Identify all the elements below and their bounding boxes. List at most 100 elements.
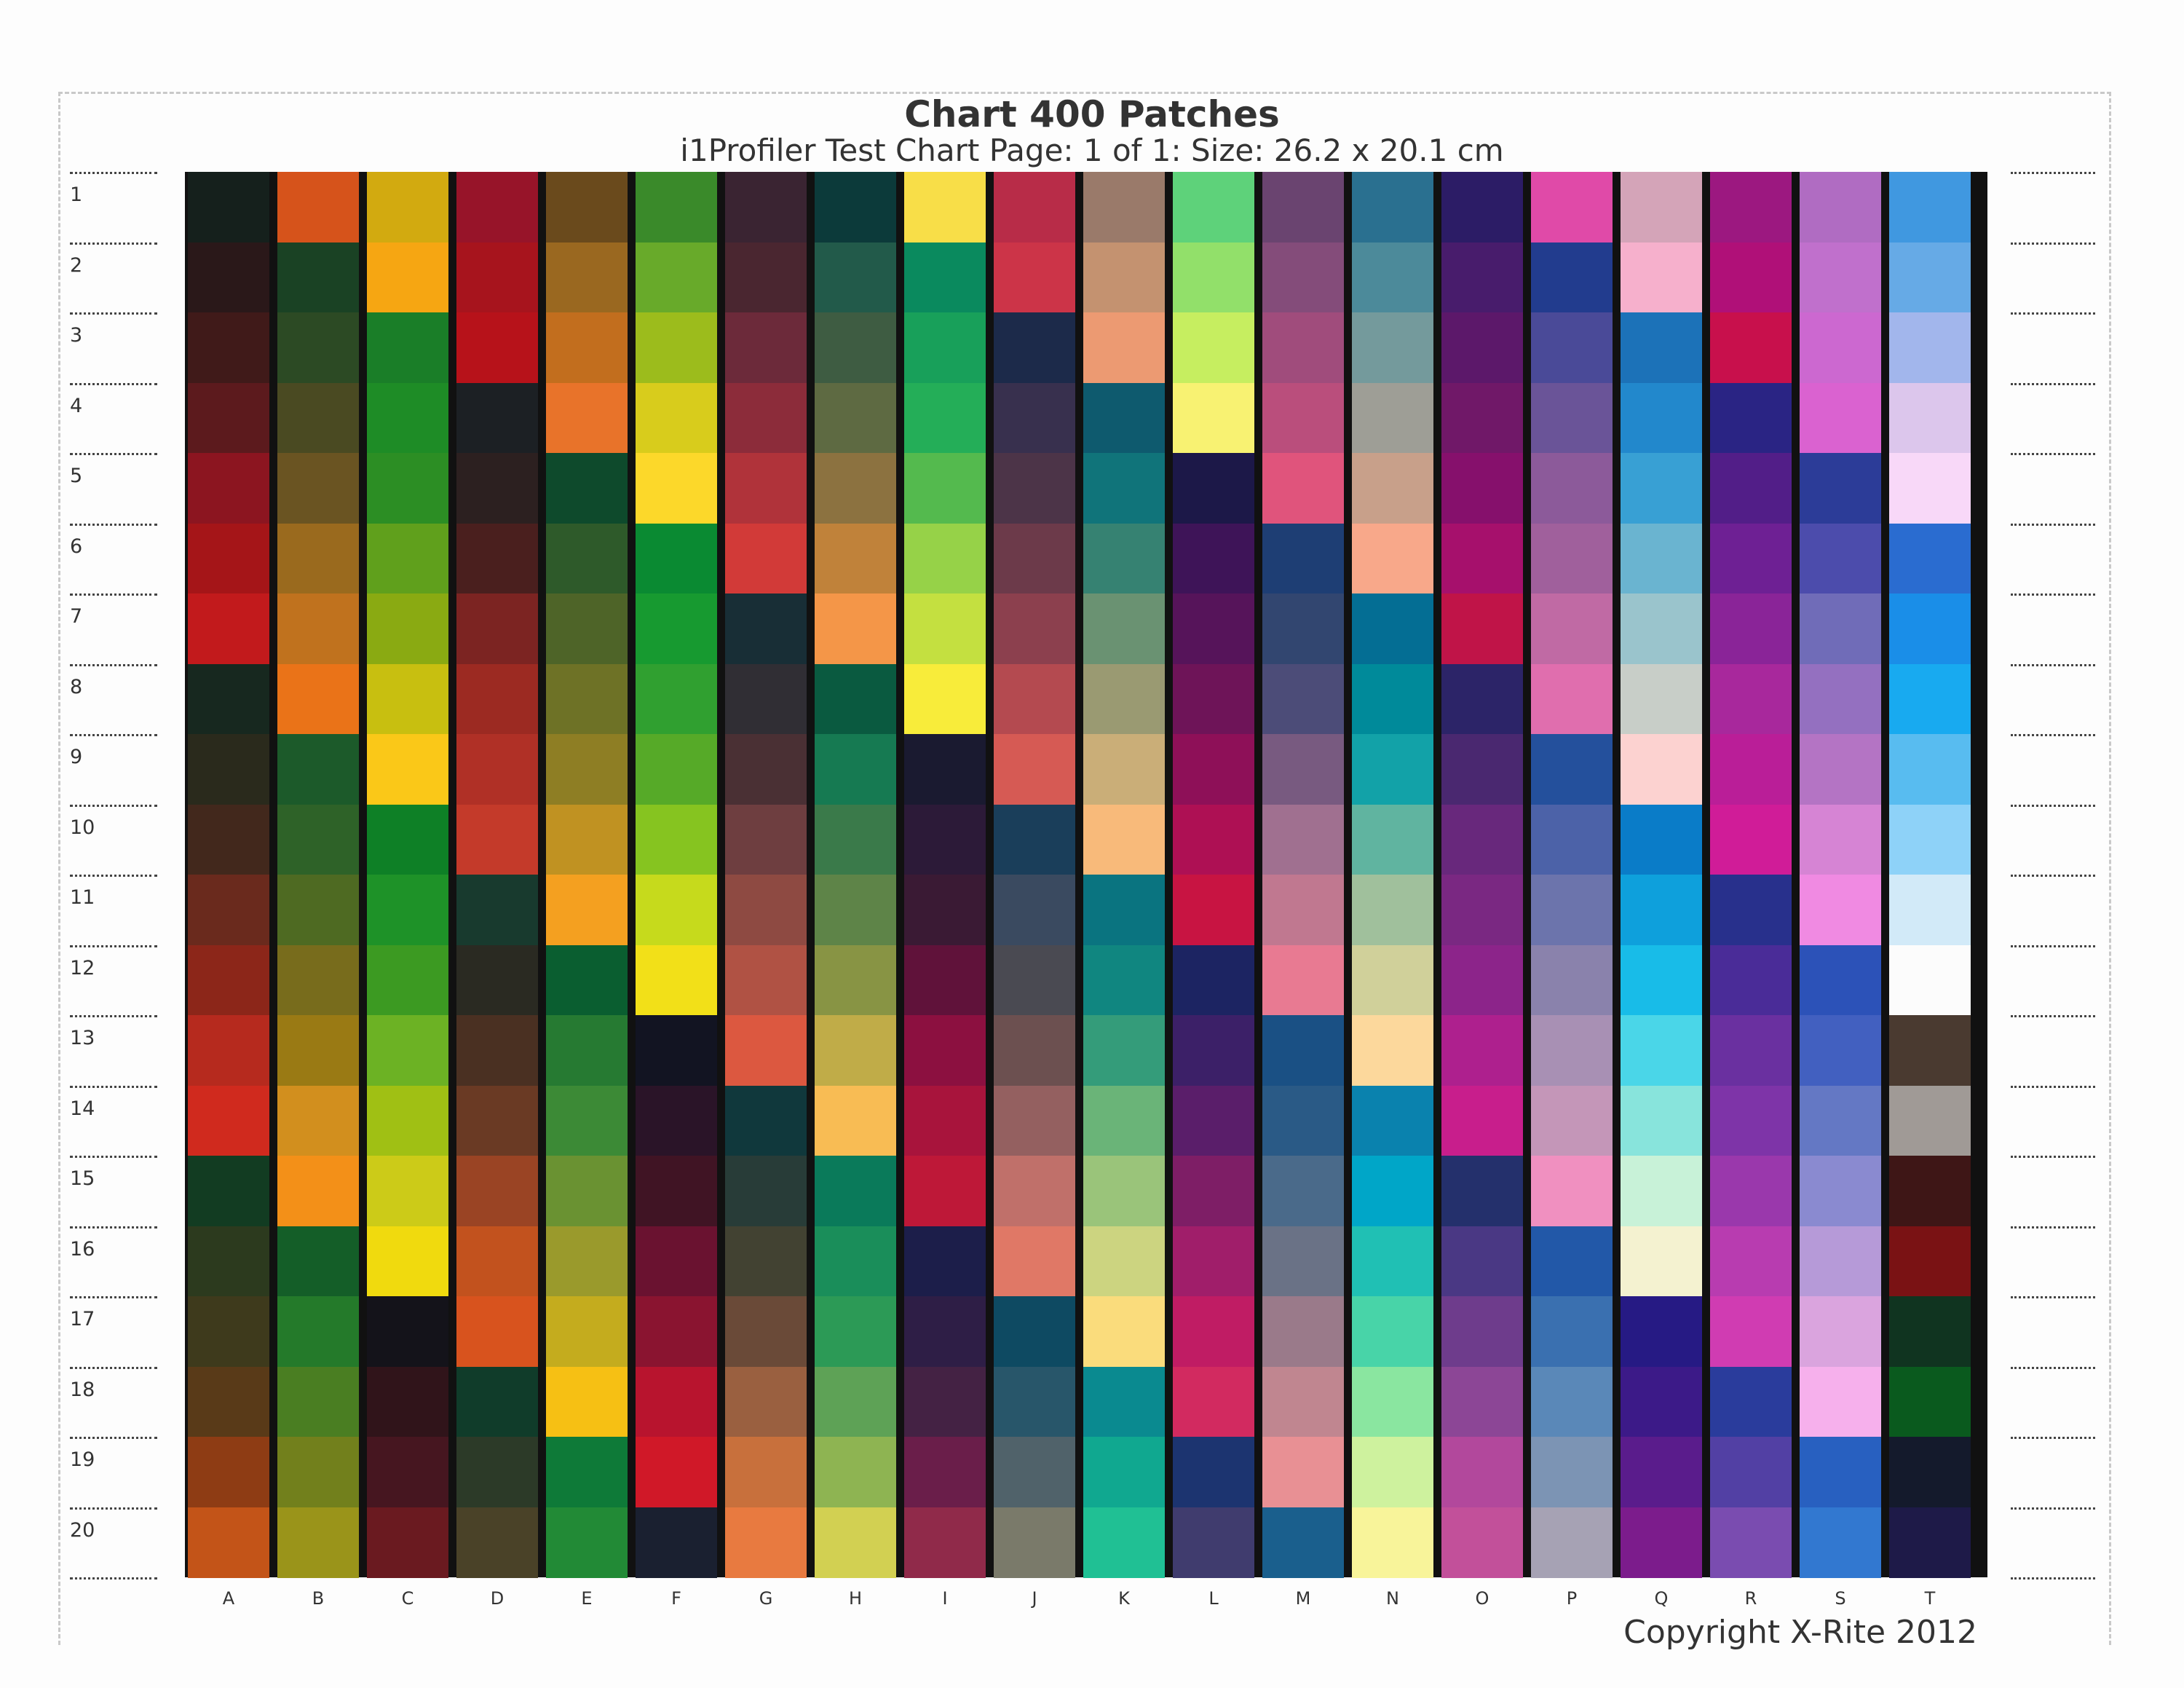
patch-P11	[1531, 875, 1613, 946]
column-label-N: N	[1386, 1588, 1399, 1609]
patch-F18	[636, 1366, 717, 1437]
patch-O2	[1441, 242, 1523, 313]
patch-D13	[456, 1015, 538, 1086]
patch-Q6	[1621, 523, 1702, 594]
patch-T16	[1889, 1226, 1971, 1297]
patch-K8	[1083, 663, 1165, 735]
row-label-9: 9	[70, 746, 83, 768]
patch-Q16	[1621, 1226, 1702, 1297]
patch-column-E	[546, 172, 628, 1578]
patch-F4	[636, 382, 717, 454]
row-label-5: 5	[70, 465, 83, 487]
patch-C3	[367, 312, 448, 384]
patch-T18	[1889, 1366, 1971, 1437]
patch-D15	[456, 1156, 538, 1227]
patch-I2	[904, 242, 986, 313]
patch-I8	[904, 663, 986, 735]
patch-B9	[277, 734, 359, 805]
patch-M8	[1262, 663, 1344, 735]
patch-D17	[456, 1296, 538, 1368]
patch-B13	[277, 1015, 359, 1086]
patch-E7	[546, 593, 628, 665]
patch-I13	[904, 1015, 986, 1086]
patch-A3	[188, 312, 269, 384]
patch-M5	[1262, 453, 1344, 524]
patch-R5	[1710, 453, 1792, 524]
patch-T12	[1889, 944, 1971, 1016]
patch-S20	[1800, 1507, 1881, 1578]
patch-C12	[367, 944, 448, 1016]
row-rule-right	[2011, 1437, 2095, 1439]
patch-I14	[904, 1085, 986, 1156]
patch-R11	[1710, 875, 1792, 946]
patch-A19	[188, 1437, 269, 1508]
patch-G2	[725, 242, 807, 313]
patch-D18	[456, 1366, 538, 1437]
patch-J20	[994, 1507, 1075, 1578]
row-label-2: 2	[70, 253, 83, 277]
patch-S17	[1800, 1296, 1881, 1368]
patch-A12	[188, 944, 269, 1016]
patch-G9	[725, 734, 807, 805]
patch-O10	[1441, 804, 1523, 875]
patch-B14	[277, 1085, 359, 1156]
patch-A9	[188, 734, 269, 805]
patch-G11	[725, 875, 807, 946]
row-rule-left	[70, 312, 157, 315]
patch-R20	[1710, 1507, 1792, 1578]
row-rule-left	[70, 1226, 157, 1228]
row-rule-left	[70, 663, 157, 666]
patch-I6	[904, 523, 986, 594]
patch-Q20	[1621, 1507, 1702, 1578]
patch-L16	[1173, 1226, 1254, 1297]
row-rule-right	[2011, 523, 2095, 526]
patch-M11	[1262, 875, 1344, 946]
patch-O8	[1441, 663, 1523, 735]
column-label-J: J	[1032, 1588, 1037, 1609]
patch-K9	[1083, 734, 1165, 805]
patch-O19	[1441, 1437, 1523, 1508]
patch-column-D	[456, 172, 538, 1578]
patch-Q10	[1621, 804, 1702, 875]
patch-D10	[456, 804, 538, 875]
patch-A10	[188, 804, 269, 875]
patch-N1	[1352, 172, 1433, 243]
column-label-D: D	[490, 1588, 505, 1609]
row-rule-right	[2011, 663, 2095, 666]
patch-D4	[456, 382, 538, 454]
patch-O12	[1441, 944, 1523, 1016]
patch-M19	[1262, 1437, 1344, 1508]
patch-K14	[1083, 1085, 1165, 1156]
row-rule-right	[2011, 1366, 2095, 1369]
patch-N10	[1352, 804, 1433, 875]
patch-Q19	[1621, 1437, 1702, 1508]
patch-G4	[725, 382, 807, 454]
patch-L11	[1173, 875, 1254, 946]
patch-N11	[1352, 875, 1433, 946]
patch-L4	[1173, 382, 1254, 454]
patch-J8	[994, 663, 1075, 735]
patch-A14	[188, 1085, 269, 1156]
patch-column-P	[1531, 172, 1613, 1578]
patch-B10	[277, 804, 359, 875]
patch-T9	[1889, 734, 1971, 805]
row-rule-left	[70, 242, 157, 245]
patch-C18	[367, 1366, 448, 1437]
patch-A6	[188, 523, 269, 594]
patch-E2	[546, 242, 628, 313]
row-rule-right	[2011, 593, 2095, 596]
patch-B16	[277, 1226, 359, 1297]
patch-I5	[904, 453, 986, 524]
column-label-P: P	[1566, 1588, 1578, 1609]
patch-L6	[1173, 523, 1254, 594]
patch-B2	[277, 242, 359, 313]
patch-column-B	[277, 172, 359, 1578]
patch-K17	[1083, 1296, 1165, 1368]
patch-S16	[1800, 1226, 1881, 1297]
patch-O18	[1441, 1366, 1523, 1437]
row-rule-left	[70, 1437, 157, 1439]
patch-N12	[1352, 944, 1433, 1016]
patch-G16	[725, 1226, 807, 1297]
patch-D3	[456, 312, 538, 384]
patch-F13	[636, 1015, 717, 1086]
